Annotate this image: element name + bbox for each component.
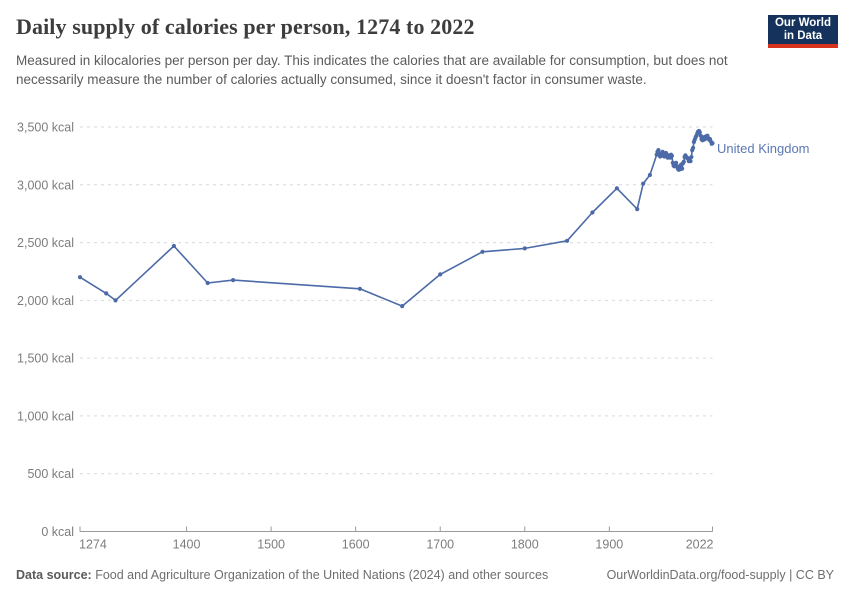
y-tick-label: 0 kcal (41, 525, 74, 539)
data-point (590, 210, 595, 215)
data-point (641, 181, 646, 186)
data-point (480, 249, 485, 254)
data-point (77, 275, 83, 280)
data-point (674, 160, 679, 165)
data-point (680, 166, 685, 171)
data-point (688, 159, 693, 164)
data-point (691, 145, 696, 150)
data-point (357, 286, 362, 291)
x-tick-label: 1500 (257, 538, 285, 552)
owid-logo[interactable]: Our World in Data (768, 15, 838, 48)
x-tick-label: 1600 (342, 538, 370, 552)
x-tick-label: 1400 (173, 538, 201, 552)
data-point (656, 148, 661, 153)
data-source-value: Food and Agriculture Organization of the… (91, 568, 549, 582)
data-point (231, 278, 236, 283)
data-point (522, 246, 527, 251)
data-point (171, 243, 176, 249)
page-title: Daily supply of calories per person, 127… (16, 14, 475, 39)
x-tick-label: 1800 (511, 538, 539, 552)
chart-footer: Data source: Food and Agriculture Organi… (16, 568, 834, 582)
data-point (614, 186, 620, 191)
x-tick-label: 1700 (426, 538, 454, 552)
y-tick-label: 500 kcal (27, 467, 74, 481)
data-point (104, 291, 109, 296)
data-point (400, 304, 405, 309)
data-point (710, 141, 715, 146)
y-tick-label: 3,000 kcal (17, 178, 74, 192)
y-tick-label: 1,000 kcal (17, 409, 74, 423)
license-link[interactable]: OurWorldinData.org/food-supply | CC BY (606, 568, 834, 582)
owid-logo-line2: in Data (783, 29, 823, 42)
data-point (565, 238, 570, 243)
series-label-united-kingdom: United Kingdom (717, 141, 810, 156)
y-tick-label: 1,500 kcal (17, 352, 74, 366)
data-point (113, 298, 118, 303)
y-tick-label: 2,000 kcal (17, 294, 74, 308)
data-point (669, 153, 675, 158)
data-point (689, 154, 694, 160)
data-point (635, 207, 640, 212)
y-tick-label: 3,500 kcal (17, 121, 74, 135)
data-point (697, 130, 702, 135)
data-point (205, 280, 210, 286)
data-line (79, 130, 714, 307)
data-source-text: Data source: Food and Agriculture Organi… (16, 568, 548, 582)
data-point (438, 272, 443, 277)
data-point (681, 159, 686, 164)
data-source-label: Data source: (16, 568, 92, 582)
x-tick-label: 2022 (686, 538, 714, 552)
owid-logo-line1: Our World (774, 16, 831, 29)
chart-subtitle: Measured in kilocalories per person per … (16, 53, 728, 87)
x-tick-label: 1900 (595, 538, 623, 552)
x-tick-label: 1274 (79, 538, 107, 552)
y-tick-label: 2,500 kcal (17, 236, 74, 250)
data-point (647, 172, 653, 178)
